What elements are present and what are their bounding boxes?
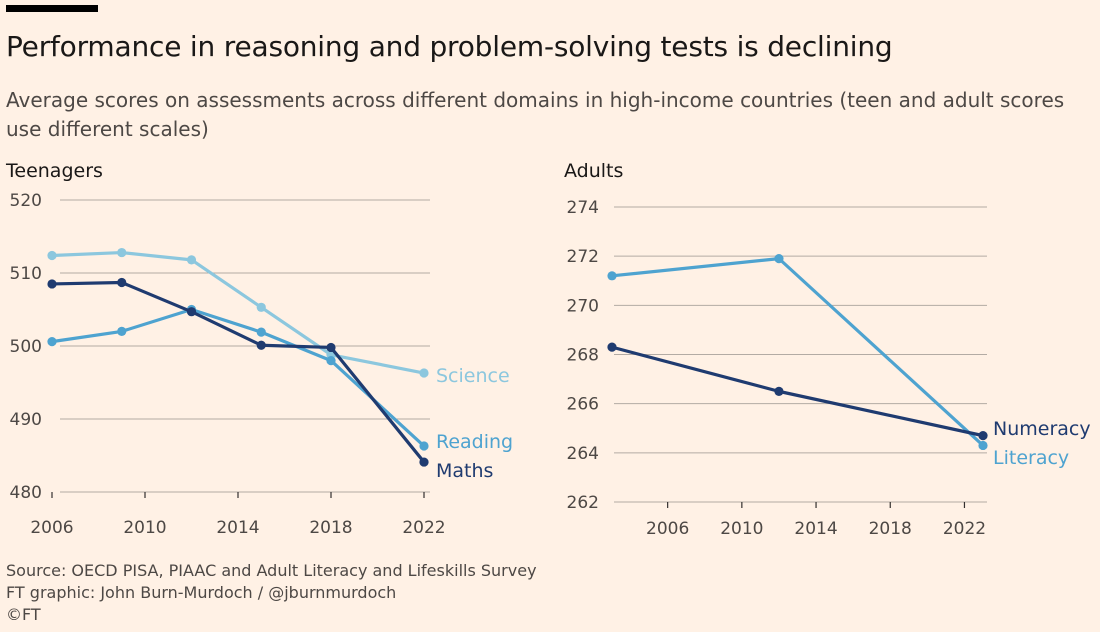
teenagers-y-tick-label: 500	[10, 337, 42, 357]
maths-point	[326, 342, 336, 353]
reading-series-label: Reading	[436, 431, 513, 453]
maths-point	[47, 279, 57, 289]
adults-y-tick-label: 266	[567, 395, 599, 415]
science-point	[419, 368, 429, 378]
reading-point	[419, 441, 429, 451]
adults-y-tick-label: 262	[567, 493, 599, 513]
maths-point	[186, 307, 197, 317]
teenagers-x-tick-label: 2022	[402, 518, 445, 538]
literacy-point	[978, 440, 988, 451]
science-point	[256, 302, 266, 312]
reading-point	[326, 356, 336, 366]
source-note: Source: OECD PISA, PIAAC and Adult Liter…	[6, 561, 537, 580]
teenagers-y-tick-label: 510	[10, 264, 42, 284]
footer: Source: OECD PISA, PIAAC and Adult Liter…	[6, 560, 537, 626]
adults-panel: Adults 262 264 266 268 270 272 274 2006 2010 2014 2…	[564, 160, 1091, 539]
adults-x-tick-label: 2022	[943, 519, 986, 539]
teenagers-y-tick-label: 490	[10, 410, 42, 430]
teenagers-y-tick-label: 480	[10, 483, 42, 503]
adults-y-tick-label: 274	[567, 198, 599, 218]
graphic-credit: FT graphic: John Burn-Murdoch / @jburnmu…	[6, 583, 397, 602]
teenagers-panel-title: Teenagers	[5, 160, 103, 182]
copyright: ©FT	[6, 605, 41, 624]
teenagers-panel: Teenagers 480 490 500 510 520 2006 2010 2014 2018…	[5, 160, 513, 538]
maths-point	[256, 340, 266, 350]
literacy-line	[610, 257, 985, 448]
teenagers-x-tick-label: 2006	[30, 518, 73, 538]
literacy-series-label: Literacy	[993, 447, 1069, 469]
maths-line	[50, 280, 426, 464]
science-line	[50, 250, 426, 375]
science-point	[186, 255, 197, 265]
science-point	[47, 250, 57, 261]
numeracy-line	[610, 345, 985, 438]
teenagers-x-tick-label: 2014	[216, 518, 259, 538]
chart-subtitle: Average scores on assessments across dif…	[6, 88, 1065, 141]
adults-x-tick-label: 2010	[720, 519, 763, 539]
maths-series-label: Maths	[436, 460, 493, 482]
reading-line	[50, 307, 426, 448]
numeracy-point	[607, 342, 617, 352]
numeracy-point	[978, 431, 988, 441]
adults-panel-title: Adults	[564, 160, 623, 182]
reading-point	[117, 326, 127, 336]
teenagers-y-tick-label: 520	[10, 191, 42, 211]
science-point	[117, 247, 127, 258]
literacy-point	[774, 254, 784, 264]
adults-y-tick-label: 264	[567, 444, 599, 464]
reading-point	[256, 327, 266, 337]
adults-y-tick-label: 268	[567, 346, 599, 366]
adults-x-tick-label: 2006	[646, 519, 689, 539]
adults-x-tick-label: 2014	[794, 519, 837, 539]
ft-top-rule	[6, 5, 98, 12]
science-series-label: Science	[436, 365, 510, 387]
teenagers-x-tick-label: 2010	[123, 518, 166, 538]
chart-title: Performance in reasoning and problem-sol…	[6, 30, 893, 63]
literacy-point	[607, 271, 617, 281]
maths-point	[117, 277, 127, 288]
adults-y-tick-label: 272	[567, 247, 599, 267]
numeracy-series-label: Numeracy	[993, 418, 1091, 440]
adults-x-tick-label: 2018	[869, 519, 912, 539]
teenagers-x-tick-label: 2018	[309, 518, 352, 538]
numeracy-point	[774, 386, 784, 396]
maths-point	[419, 457, 429, 467]
adults-y-tick-label: 270	[567, 296, 599, 316]
reading-point	[47, 337, 57, 347]
